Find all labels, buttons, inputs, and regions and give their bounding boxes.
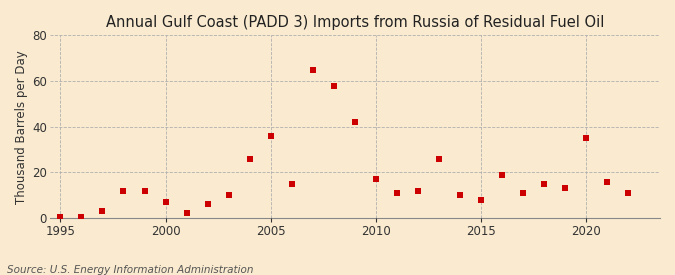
Point xyxy=(329,83,340,88)
Point xyxy=(539,182,549,186)
Point xyxy=(602,179,613,184)
Y-axis label: Thousand Barrels per Day: Thousand Barrels per Day xyxy=(15,50,28,204)
Title: Annual Gulf Coast (PADD 3) Imports from Russia of Residual Fuel Oil: Annual Gulf Coast (PADD 3) Imports from … xyxy=(106,15,604,30)
Point xyxy=(139,188,150,193)
Point xyxy=(560,186,571,191)
Point xyxy=(350,120,360,124)
Point xyxy=(307,67,318,72)
Point xyxy=(497,172,508,177)
Point xyxy=(97,209,108,213)
Point xyxy=(160,200,171,204)
Text: Source: U.S. Energy Information Administration: Source: U.S. Energy Information Administ… xyxy=(7,265,253,275)
Point xyxy=(181,211,192,216)
Point xyxy=(581,136,592,140)
Point xyxy=(476,197,487,202)
Point xyxy=(412,188,423,193)
Point xyxy=(244,156,255,161)
Point xyxy=(371,177,381,182)
Point xyxy=(623,191,634,195)
Point xyxy=(392,191,402,195)
Point xyxy=(286,182,297,186)
Point xyxy=(202,202,213,207)
Point xyxy=(76,215,87,219)
Point xyxy=(455,193,466,197)
Point xyxy=(433,156,444,161)
Point xyxy=(118,188,129,193)
Point xyxy=(223,193,234,197)
Point xyxy=(265,134,276,138)
Point xyxy=(55,215,65,219)
Point xyxy=(518,191,529,195)
